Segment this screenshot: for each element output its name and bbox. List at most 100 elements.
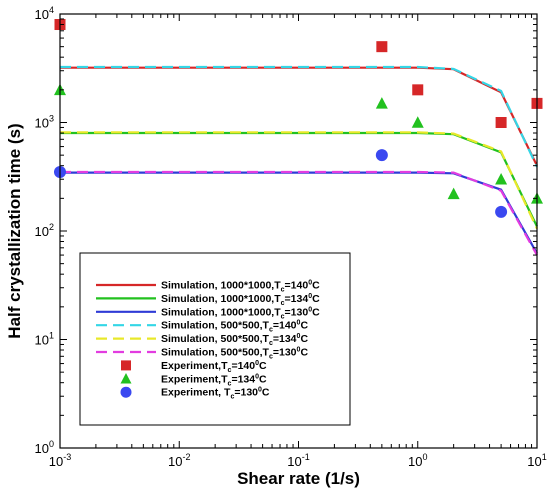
legend-label-value: =130 bbox=[273, 347, 297, 359]
x-tick-label: 100 bbox=[408, 452, 427, 469]
x-tick-label-base: 10 bbox=[408, 454, 422, 469]
y-tick-label-base: 10 bbox=[35, 116, 49, 131]
legend-label-value: =130 bbox=[234, 387, 258, 399]
legend-label-unit: C bbox=[259, 373, 267, 385]
data-point-square bbox=[412, 84, 424, 96]
legend-label: Simulation, 1000*1000,Tc=1300C bbox=[161, 306, 320, 320]
legend-label-main: Simulation, 1000*1000,T bbox=[161, 293, 281, 305]
legend-label-subscript: c bbox=[281, 287, 285, 294]
legend-label-main: Experiment, T bbox=[161, 387, 231, 399]
y-tick-label-base: 10 bbox=[35, 441, 49, 456]
legend-label-superscript: 0 bbox=[308, 280, 312, 287]
x-tick-label: 101 bbox=[527, 452, 546, 469]
legend-label-subscript: c bbox=[281, 313, 285, 320]
x-tick-label-base: 10 bbox=[287, 454, 301, 469]
legend-label-unit: C bbox=[312, 306, 320, 318]
series-markers bbox=[54, 19, 543, 218]
x-tick-label-base: 10 bbox=[527, 454, 541, 469]
x-tick-label: 10-1 bbox=[287, 452, 309, 469]
series-line-2 bbox=[60, 131, 538, 227]
legend-label-unit: C bbox=[259, 360, 267, 372]
legend-label-superscript: 0 bbox=[297, 333, 301, 340]
y-tick-label: 104 bbox=[35, 5, 54, 22]
legend-label-unit: C bbox=[300, 347, 308, 359]
legend-label-superscript: 0 bbox=[308, 293, 312, 300]
series-line-3 bbox=[60, 171, 538, 255]
legend: Simulation, 1000*1000,Tc=1400CSimulation… bbox=[79, 252, 351, 426]
legend-label-superscript: 0 bbox=[308, 306, 312, 313]
legend-label-superscript: 0 bbox=[297, 347, 301, 354]
legend-swatch-triangle bbox=[120, 373, 132, 384]
legend-label-value: =134 bbox=[273, 333, 297, 345]
legend-label-value: =140 bbox=[231, 360, 255, 372]
y-tick-label: 101 bbox=[35, 331, 54, 348]
legend-swatch-square bbox=[121, 360, 131, 371]
series-lines bbox=[60, 65, 538, 256]
x-tick-label-base: 10 bbox=[168, 454, 182, 469]
x-tick-label-exponent: 1 bbox=[542, 452, 547, 462]
series-line-6 bbox=[60, 170, 538, 256]
legend-label: Simulation, 500*500,Tc=1340C bbox=[161, 333, 308, 347]
series-line-4 bbox=[60, 65, 538, 168]
y-tick-label-exponent: 3 bbox=[49, 114, 54, 124]
data-point-circle bbox=[495, 205, 508, 218]
legend-swatch-circle bbox=[120, 386, 132, 398]
legend-label-subscript: c bbox=[230, 394, 234, 401]
legend-label-value: =140 bbox=[285, 280, 309, 292]
legend-label-value: =130 bbox=[285, 306, 309, 318]
y-tick-label-base: 10 bbox=[35, 7, 49, 22]
y-axis-title: Half crystallization time (s) bbox=[5, 123, 24, 338]
y-tick-label-exponent: 1 bbox=[49, 331, 54, 341]
legend-label-unit: C bbox=[300, 320, 308, 332]
legend-label: Simulation, 500*500,Tc=1300C bbox=[161, 347, 308, 361]
legend-label-unit: C bbox=[262, 387, 270, 399]
legend-label: Simulation, 1000*1000,Tc=1400C bbox=[161, 280, 320, 294]
data-point-triangle bbox=[375, 97, 388, 109]
legend-label-unit: C bbox=[312, 293, 320, 305]
x-tick-label-exponent: -1 bbox=[302, 452, 310, 462]
legend-label-value: =134 bbox=[231, 373, 255, 385]
legend-label-value: =140 bbox=[273, 320, 297, 332]
legend-label-main: Simulation, 500*500,T bbox=[161, 333, 270, 345]
x-tick-label-exponent: -2 bbox=[182, 452, 190, 462]
data-point-square bbox=[376, 41, 388, 53]
y-tick-label-base: 10 bbox=[35, 333, 49, 348]
legend-label-main: Experiment,T bbox=[161, 373, 228, 385]
y-tick-label-exponent: 0 bbox=[49, 439, 54, 449]
data-point-triangle bbox=[447, 187, 460, 200]
x-tick-label: 10-2 bbox=[168, 452, 190, 469]
y-tick-label: 102 bbox=[35, 222, 54, 239]
legend-label-subscript: c bbox=[228, 380, 232, 387]
axis-ticks bbox=[59, 13, 538, 449]
legend-label: Experiment,Tc=1340C bbox=[161, 373, 267, 387]
legend-label-main: Simulation, 500*500,T bbox=[161, 347, 270, 359]
data-point-square bbox=[495, 117, 507, 128]
legend-label-subscript: c bbox=[269, 327, 273, 334]
legend-label-main: Experiment,T bbox=[161, 360, 228, 372]
legend-label-superscript: 0 bbox=[297, 320, 301, 327]
legend-label-superscript: 0 bbox=[258, 387, 262, 394]
legend-label-value: =134 bbox=[285, 293, 309, 305]
legend-label-superscript: 0 bbox=[255, 360, 259, 367]
legend-label-superscript: 0 bbox=[255, 373, 259, 380]
x-tick-label: 10-3 bbox=[49, 452, 71, 469]
x-tick-label-exponent: -3 bbox=[63, 452, 71, 462]
legend-label-main: Simulation, 1000*1000,T bbox=[161, 280, 281, 292]
y-tick-label-exponent: 2 bbox=[49, 222, 54, 232]
legend-label-subscript: c bbox=[269, 354, 273, 361]
legend-label: Experiment,Tc=1400C bbox=[161, 360, 267, 374]
legend-label-subscript: c bbox=[228, 367, 232, 374]
legend-label: Simulation, 1000*1000,Tc=1340C bbox=[161, 293, 320, 307]
y-tick-label: 103 bbox=[35, 114, 54, 131]
legend-label-main: Simulation, 500*500,T bbox=[161, 320, 270, 332]
data-point-circle bbox=[375, 149, 388, 162]
legend-label: Simulation, 500*500,Tc=1400C bbox=[161, 320, 308, 334]
legend-label-unit: C bbox=[300, 333, 308, 345]
legend-label-subscript: c bbox=[269, 340, 273, 347]
x-tick-label-exponent: 0 bbox=[422, 452, 427, 462]
y-tick-label-base: 10 bbox=[35, 224, 49, 239]
legend-label-main: Simulation, 1000*1000,T bbox=[161, 306, 281, 318]
series-line-5 bbox=[60, 131, 538, 230]
